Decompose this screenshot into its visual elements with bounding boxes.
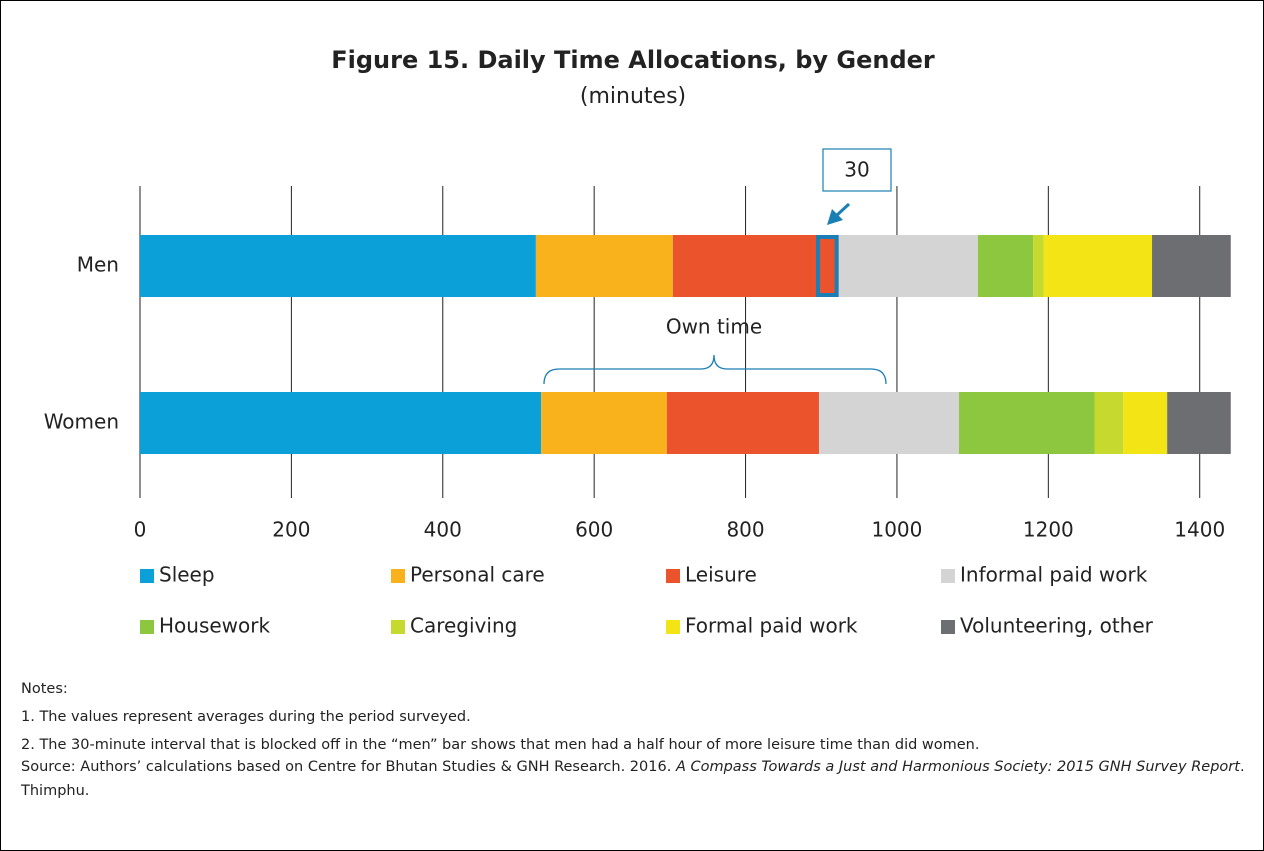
- brace: [543, 354, 887, 385]
- legend-label: Housework: [159, 614, 270, 638]
- bar-segment: [672, 235, 839, 297]
- source: Source: Authors’ calculations based on C…: [21, 755, 1246, 803]
- x-tick-label: 800: [726, 518, 764, 542]
- bar-segment: [1043, 235, 1153, 297]
- bar-segment: [140, 392, 542, 454]
- legend-label: Volunteering, other: [960, 614, 1154, 638]
- x-tick-label: 1400: [1174, 518, 1225, 542]
- bar-segment: [541, 392, 667, 454]
- highlight-label-box: [822, 148, 892, 192]
- legend-swatch: [941, 569, 955, 583]
- highlight-box: [815, 235, 839, 297]
- bar-segment: [140, 235, 536, 297]
- bar-segment: [977, 235, 1034, 297]
- chart-subtitle: (minutes): [580, 84, 686, 109]
- legend-label: Sleep: [159, 563, 215, 587]
- legend-swatch: [941, 620, 955, 634]
- legend-swatch: [391, 569, 405, 583]
- legend-swatch: [391, 620, 405, 634]
- bar-segment: [1033, 235, 1044, 297]
- legend-label: Caregiving: [410, 614, 517, 638]
- source-text: Source: Authors’ calculations based on C…: [21, 759, 676, 775]
- legend-label: Informal paid work: [960, 563, 1148, 587]
- bar-segment: [838, 235, 978, 297]
- source-text: . Thimphu.: [21, 759, 1245, 799]
- notes-heading: Notes:: [21, 681, 68, 697]
- note: 2. The 30-minute interval that is blocke…: [21, 737, 980, 753]
- arrow-head: [827, 209, 843, 225]
- bar-segment: [535, 235, 673, 297]
- bar-segment: [818, 392, 960, 454]
- chart: Figure 15. Daily Time Allocations, by Ge…: [44, 46, 1231, 638]
- bar-segment: [959, 392, 1095, 454]
- y-tick-label: Men: [77, 253, 119, 277]
- x-tick-label: 1200: [1023, 518, 1074, 542]
- note: 1. The values represent averages during …: [21, 709, 471, 725]
- x-tick-label: 1000: [871, 518, 922, 542]
- y-tick-label: Women: [44, 410, 119, 434]
- bar-segment: [666, 392, 819, 454]
- x-tick-label: 600: [575, 518, 613, 542]
- legend-label: Personal care: [410, 563, 545, 587]
- legend-label: Leisure: [685, 563, 757, 587]
- arrow: [834, 202, 851, 218]
- bar-segment: [1094, 392, 1124, 454]
- bar-segment: [1123, 392, 1168, 454]
- chart-title: Figure 15. Daily Time Allocations, by Ge…: [331, 46, 935, 74]
- x-tick-label: 400: [424, 518, 462, 542]
- x-tick-label: 0: [134, 518, 147, 542]
- brace-label: Own time: [666, 315, 762, 339]
- legend-swatch: [140, 620, 154, 634]
- legend-swatch: [666, 620, 680, 634]
- notes: Notes: 1. The values represent averages …: [21, 677, 1246, 807]
- highlight-label: 30: [844, 158, 869, 182]
- legend-swatch: [666, 569, 680, 583]
- legend-swatch: [140, 569, 154, 583]
- x-tick-label: 200: [272, 518, 310, 542]
- legend-label: Formal paid work: [685, 614, 858, 638]
- source-title: A Compass Towards a Just and Harmonious …: [675, 759, 1240, 775]
- bar-segment: [1152, 235, 1231, 297]
- bar-segment: [1167, 392, 1231, 454]
